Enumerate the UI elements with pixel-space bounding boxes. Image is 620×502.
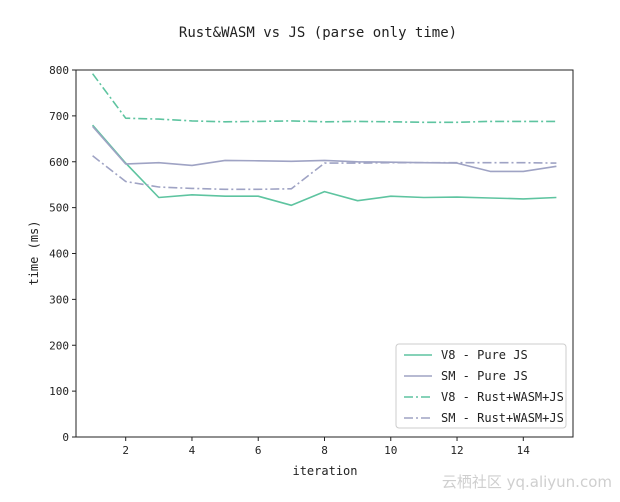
x-axis: 2 4 6 8 10 12 14 bbox=[122, 437, 530, 457]
y-axis: 0 100 200 300 400 500 600 700 800 bbox=[49, 64, 76, 444]
series-line-4 bbox=[92, 155, 557, 191]
legend-label-1: V8 - Pure JS bbox=[441, 348, 528, 362]
x-tick-label: 14 bbox=[517, 444, 531, 457]
x-tick-label: 6 bbox=[255, 444, 262, 457]
y-tick-label: 800 bbox=[49, 64, 69, 77]
legend-label-2: SM - Pure JS bbox=[441, 369, 528, 383]
legend: V8 - Pure JS SM - Pure JS V8 - Rust+WASM+J… bbox=[395, 343, 567, 429]
y-tick-label: 500 bbox=[49, 202, 69, 215]
legend-label-4: SM - Rust+WASM+JS bbox=[441, 411, 564, 425]
x-tick-label: 12 bbox=[450, 444, 463, 457]
watermark: 云栖社区 yq.aliyun.com bbox=[442, 473, 612, 491]
y-tick-label: 600 bbox=[49, 156, 69, 169]
x-tick-label: 4 bbox=[189, 444, 196, 457]
series-line-2 bbox=[91, 125, 557, 173]
x-tick-label: 8 bbox=[321, 444, 328, 457]
y-tick-label: 0 bbox=[62, 431, 69, 444]
y-tick-label: 400 bbox=[49, 248, 69, 261]
x-tick-label: 10 bbox=[384, 444, 397, 457]
legend-box bbox=[395, 343, 567, 429]
x-axis-title: iteration bbox=[292, 464, 357, 478]
y-axis-title: time (ms) bbox=[27, 220, 41, 285]
y-tick-label: 100 bbox=[49, 385, 69, 398]
y-tick-label: 200 bbox=[49, 339, 69, 352]
x-tick-label: 2 bbox=[122, 444, 129, 457]
y-tick-label: 300 bbox=[49, 293, 69, 306]
series-line-1 bbox=[91, 124, 557, 207]
series-line-3 bbox=[91, 73, 557, 124]
series-lines bbox=[91, 73, 557, 207]
y-tick-label: 700 bbox=[49, 110, 69, 123]
chart-title: Rust&WASM vs JS (parse only time) bbox=[179, 25, 457, 41]
legend-label-3: V8 - Rust+WASM+JS bbox=[441, 390, 564, 404]
